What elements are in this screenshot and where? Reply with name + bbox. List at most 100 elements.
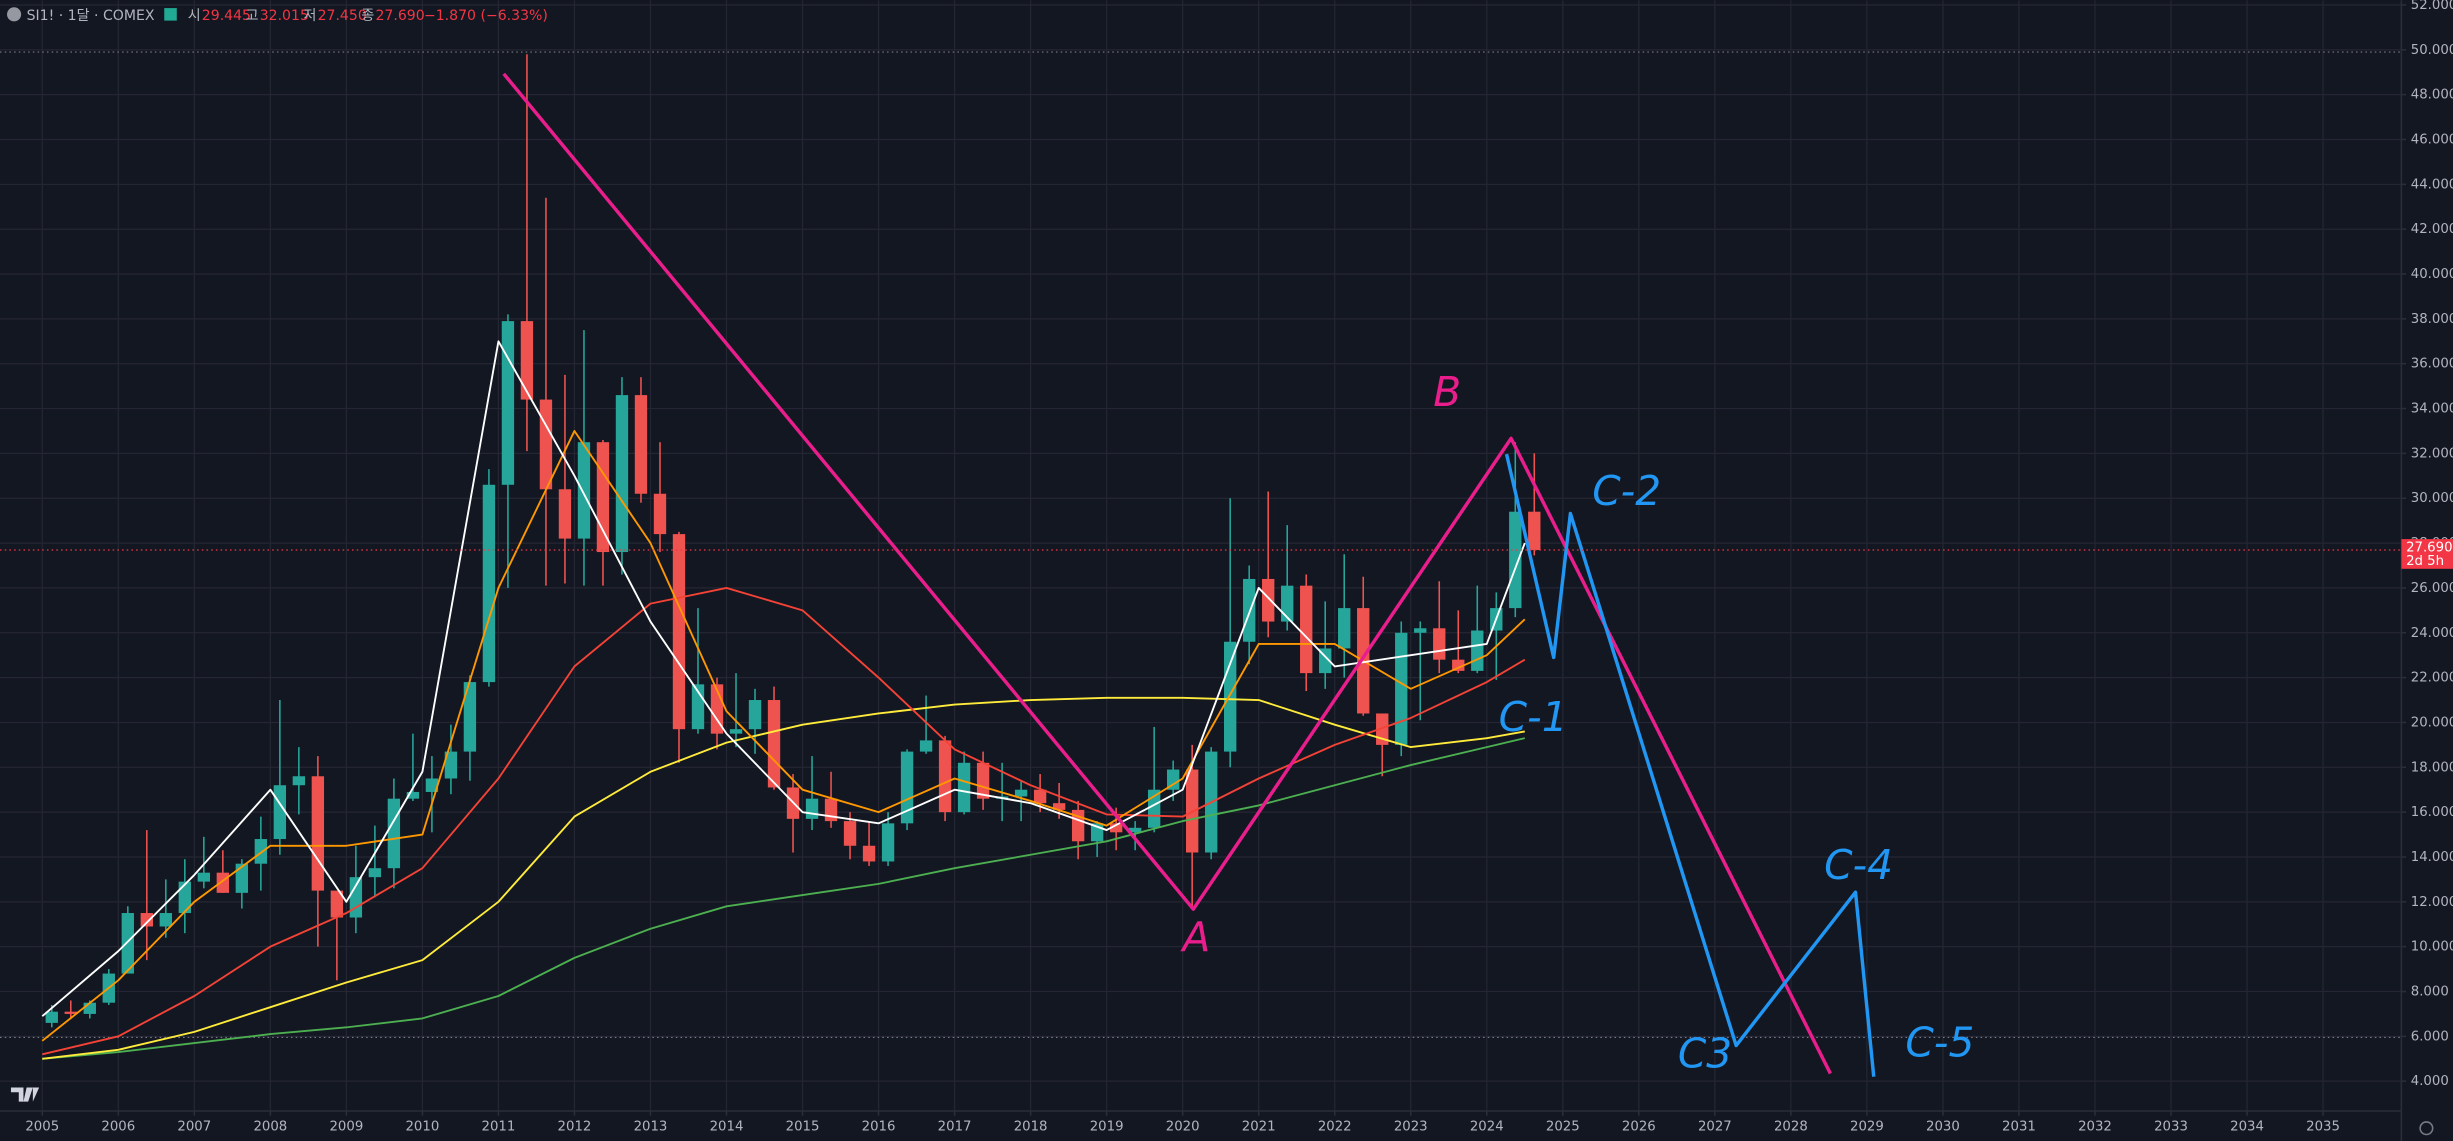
countdown: 2d 5h — [2406, 554, 2444, 569]
candle-body — [862, 845, 876, 862]
candle-body — [653, 493, 667, 535]
x-tick-label: 2026 — [1622, 1120, 1656, 1135]
grid — [0, 0, 2402, 1112]
y-tick-label: 46.000 — [2411, 133, 2453, 148]
candle-body — [425, 778, 439, 792]
candle-body — [634, 395, 648, 494]
candle-body — [1147, 789, 1161, 828]
candle-body — [672, 534, 686, 730]
high-value: 32.015 — [260, 8, 309, 24]
x-tick-label: 2032 — [2078, 1120, 2112, 1135]
moving-average — [41, 340, 1526, 1017]
x-tick-label: 2025 — [1546, 1120, 1580, 1135]
candle-body — [235, 863, 249, 893]
moving-average — [41, 430, 1526, 1042]
annotation: B — [1433, 368, 1461, 416]
y-tick-label: 26.000 — [2411, 581, 2453, 596]
candle-body — [292, 776, 306, 786]
y-tick-label: 32.000 — [2411, 446, 2453, 461]
candle-body — [368, 868, 382, 878]
moving-average — [42, 586, 1526, 1056]
candle-body — [938, 740, 952, 813]
close-value: 27.690 — [375, 8, 424, 24]
candle-body — [197, 872, 211, 882]
x-tick-label: 2009 — [329, 1120, 363, 1135]
x-tick-label: 2022 — [1318, 1120, 1352, 1135]
candle-body — [520, 321, 534, 400]
y-tick-label: 40.000 — [2411, 267, 2453, 282]
candle-body — [615, 395, 629, 553]
candle-body — [805, 798, 819, 819]
candle-body — [1414, 628, 1427, 633]
y-tick-label: 48.000 — [2411, 88, 2453, 103]
candle-body — [254, 839, 268, 864]
candle-body — [1166, 769, 1180, 790]
plot: A B C-1 C-2 C3 C-4 C-5 — [0, 51, 2402, 1078]
x-tick-label: 2023 — [1394, 1120, 1428, 1135]
candle-body — [1224, 641, 1237, 752]
low-value: 27.450 — [318, 8, 367, 24]
annotation: C-1 — [1499, 693, 1568, 741]
candle-body — [273, 785, 287, 840]
x-tick-label: 2013 — [634, 1120, 668, 1135]
market-flag — [164, 8, 177, 21]
annotation: C-2 — [1592, 467, 1661, 515]
moving-average — [42, 737, 1526, 1060]
candle-body — [406, 791, 420, 799]
candle-body — [387, 798, 401, 869]
x-tick-label: 2019 — [1090, 1120, 1124, 1135]
settings-icon[interactable] — [2419, 1121, 2434, 1136]
candle-body — [83, 1002, 96, 1014]
y-tick-label: 12.000 — [2411, 895, 2453, 910]
annotation: C-4 — [1824, 841, 1893, 889]
candle-body — [881, 823, 895, 862]
x-tick-label: 2007 — [177, 1120, 211, 1135]
candle-body — [140, 913, 153, 927]
x-tick-label: 2028 — [1774, 1120, 1808, 1135]
candle-body — [178, 881, 191, 914]
candle-body — [1509, 511, 1522, 609]
candle-body — [349, 877, 363, 918]
x-tick-label: 2017 — [938, 1120, 972, 1135]
drawing-line — [502, 72, 1832, 1075]
x-tick-label: 2005 — [25, 1120, 59, 1135]
y-tick-label: 4.000 — [2411, 1074, 2449, 1089]
y-tick-label: 34.000 — [2411, 402, 2453, 417]
y-tick-label: 38.000 — [2411, 312, 2453, 327]
y-tick-label: 42.000 — [2411, 222, 2453, 237]
symbol[interactable]: SI1! · 1달 · COMEX — [27, 8, 155, 24]
y-tick-label: 44.000 — [2411, 177, 2453, 192]
symbol-icon[interactable] — [7, 7, 22, 22]
x-tick-label: 2029 — [1850, 1120, 1884, 1135]
x-tick-label: 2010 — [405, 1120, 439, 1135]
x-tick-label: 2016 — [862, 1120, 896, 1135]
x-tick-label: 2031 — [2002, 1120, 2036, 1135]
candle-body — [843, 821, 857, 846]
candle-body — [748, 700, 762, 730]
candle-body — [976, 762, 990, 799]
candle-body — [1433, 628, 1446, 660]
x-tick-label: 2018 — [1014, 1120, 1048, 1135]
y-tick-label: 30.000 — [2411, 491, 2453, 506]
candle-body — [729, 729, 743, 734]
candle-body — [1300, 585, 1313, 674]
candle-body — [1528, 511, 1541, 551]
candle-body — [1243, 578, 1256, 642]
candle-body — [216, 872, 230, 893]
x-tick-label: 2012 — [558, 1120, 592, 1135]
x-tick-label: 2014 — [710, 1120, 744, 1135]
x-tick-label: 2008 — [253, 1120, 287, 1135]
candle-body — [1128, 827, 1142, 833]
candle-body — [121, 913, 134, 974]
y-tick-label: 16.000 — [2411, 805, 2453, 820]
moving-average — [42, 696, 1525, 1060]
high-label: 고 — [246, 8, 259, 24]
candle-body — [1471, 630, 1484, 671]
y-tick-label: 6.000 — [2411, 1029, 2449, 1044]
drawing-line — [1504, 453, 1876, 1077]
x-tick-label: 2030 — [1926, 1120, 1960, 1135]
x-tick-label: 2011 — [482, 1120, 516, 1135]
